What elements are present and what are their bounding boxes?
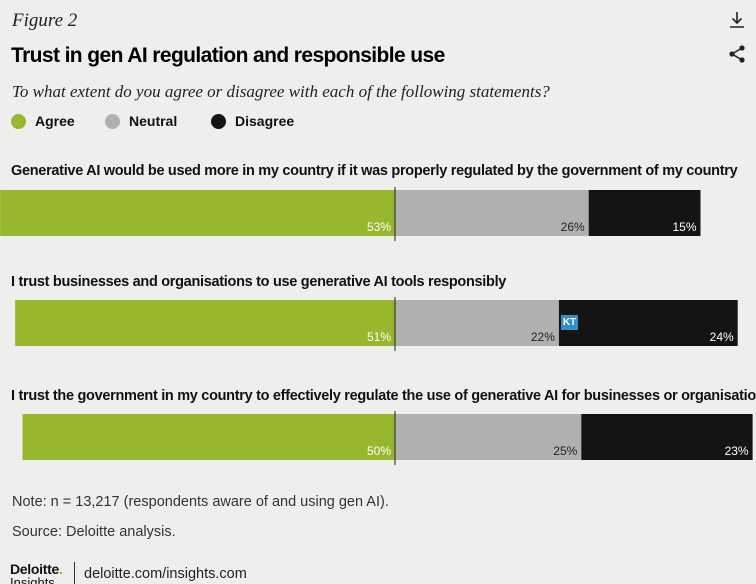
bar-agree-1 <box>0 190 395 236</box>
legend-label-disagree: Disagree <box>235 113 295 129</box>
chart-source: Source: Deloitte analysis. <box>12 524 176 540</box>
question-label-1: Generative AI would be used more in my c… <box>11 163 738 179</box>
chart-title: Trust in gen AI regulation and responsib… <box>11 44 445 67</box>
legend-item-neutral: Neutral <box>105 113 177 129</box>
legend-swatch-agree <box>11 113 26 129</box>
data-label-agree-2: 51% <box>367 330 391 344</box>
data-label-neutral-2: 22% <box>531 330 555 344</box>
bar-disagree-1 <box>588 190 701 236</box>
figure-label: Figure 2 <box>12 10 78 31</box>
legend-swatch-disagree <box>211 113 226 129</box>
logo-brand-text: Deloitte <box>10 562 59 577</box>
data-label-disagree-1: 15% <box>672 220 696 234</box>
chart-subtitle: To what extent do you agree or disagree … <box>12 82 550 101</box>
bar-agree-3 <box>22 414 395 460</box>
legend-item-disagree: Disagree <box>211 113 294 129</box>
bar-neutral-1 <box>395 190 589 236</box>
legend-item-agree: Agree <box>11 113 75 129</box>
deloitte-insights-logo: Deloitte. Insights <box>10 562 66 584</box>
bar-agree-2 <box>15 300 395 346</box>
logo-dot: . <box>58 562 63 577</box>
bar-disagree-2 <box>558 300 738 346</box>
kt-badge[interactable]: KT <box>561 315 578 330</box>
bar-neutral-2 <box>395 300 559 346</box>
question-label-3: I trust the government in my country to … <box>11 388 756 404</box>
footer-divider <box>74 562 75 584</box>
share-icon[interactable] <box>727 44 747 64</box>
data-label-agree-3: 50% <box>367 444 391 458</box>
legend-swatch-neutral <box>105 113 120 129</box>
data-label-disagree-2: 24% <box>710 330 734 344</box>
legend-label-agree: Agree <box>35 113 75 129</box>
data-label-agree-1: 53% <box>367 220 391 234</box>
site-link[interactable]: deloitte.com/insights.com <box>84 566 247 582</box>
data-label-neutral-1: 26% <box>561 220 585 234</box>
legend-label-neutral: Neutral <box>129 113 178 129</box>
bar-neutral-3 <box>395 414 582 460</box>
chart-note: Note: n = 13,217 (respondents aware of a… <box>12 494 389 510</box>
data-label-neutral-3: 25% <box>553 444 577 458</box>
question-label-2: I trust businesses and organisations to … <box>11 274 507 290</box>
bar-disagree-3 <box>581 414 753 460</box>
download-icon[interactable] <box>727 10 747 30</box>
logo-sub-text: Insights <box>10 575 55 584</box>
data-label-disagree-3: 23% <box>725 444 749 458</box>
